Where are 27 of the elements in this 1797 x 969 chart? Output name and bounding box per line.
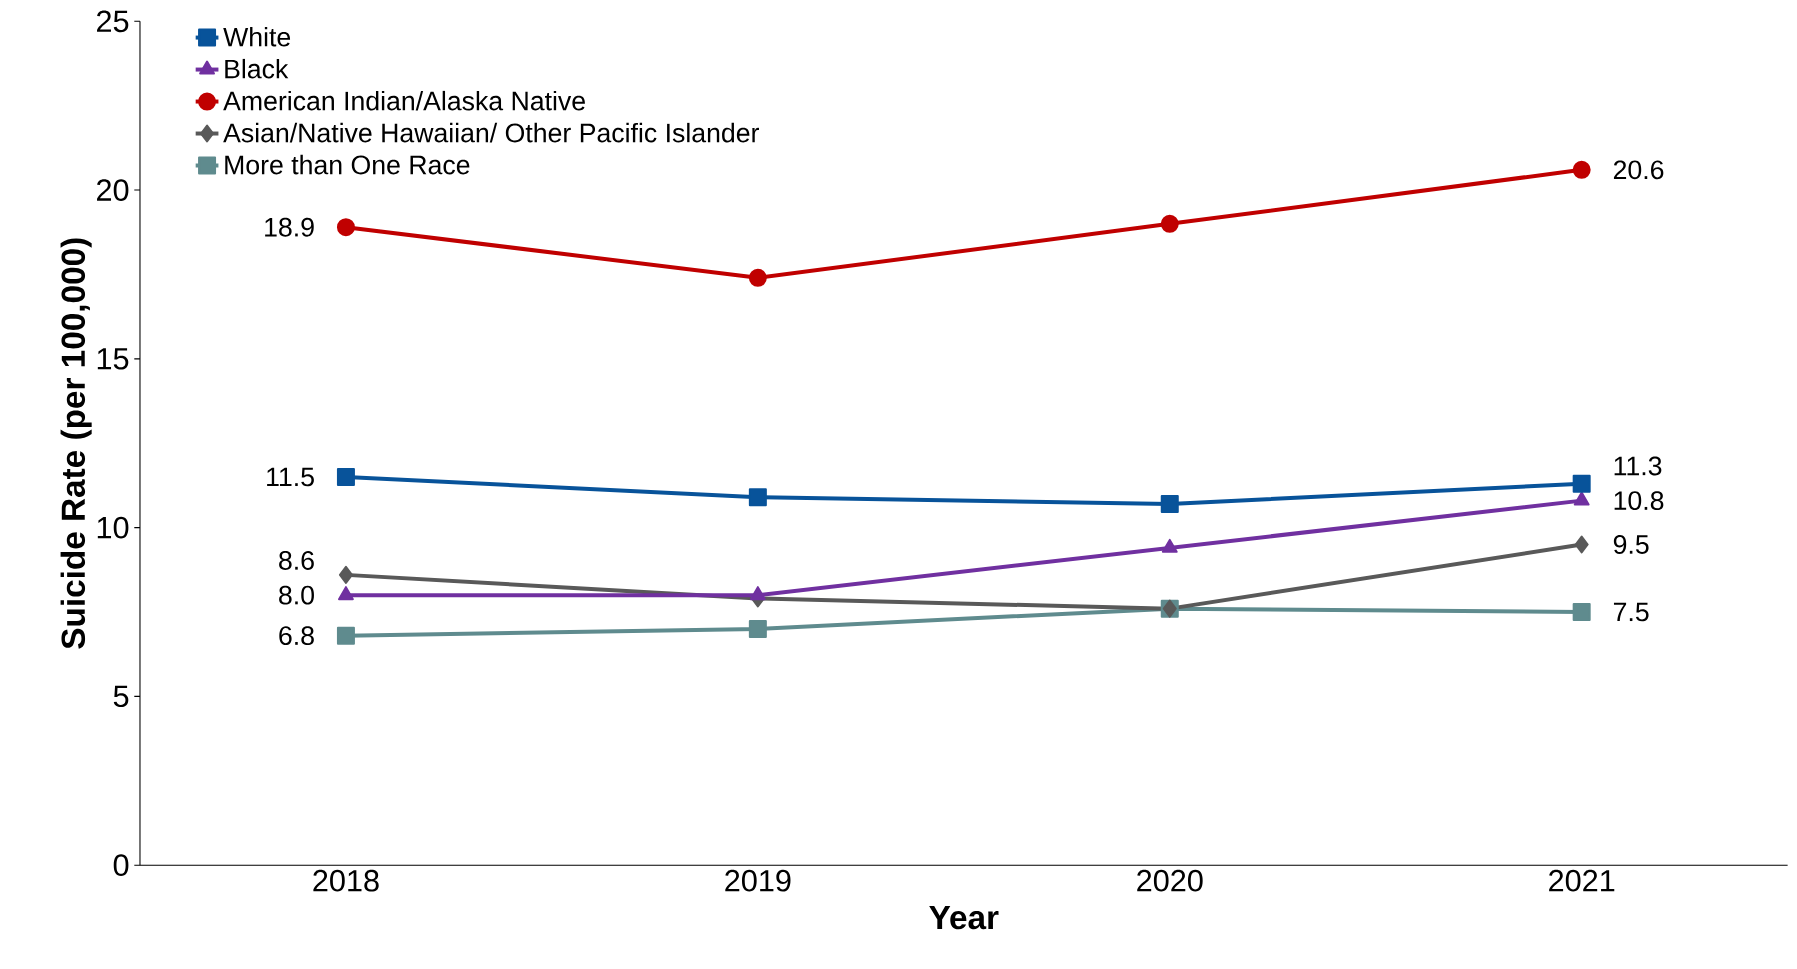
- data-label: 7.5: [1613, 602, 1649, 622]
- legend-label: Black: [225, 58, 289, 79]
- legend-label: Asian/Native Hawaiian/ Other Pacific Islander: [223, 122, 759, 143]
- y-tick-label: 0: [113, 854, 129, 876]
- y-tick-label: 20: [97, 179, 129, 201]
- x-tick-label: 2020: [1137, 869, 1203, 892]
- x-tick-label: 2019: [725, 869, 791, 892]
- y-tick-label: 15: [97, 348, 129, 370]
- x-axis-title: Year: [929, 906, 999, 930]
- legend-label: White: [223, 26, 291, 47]
- data-label: 10.8: [1614, 491, 1664, 510]
- data-label: 20.6: [1613, 160, 1664, 180]
- legend-label: More than One Race: [225, 154, 470, 175]
- x-tick-label: 2018: [313, 869, 379, 892]
- data-label: 9.5: [1613, 535, 1649, 554]
- data-label: 6.8: [279, 626, 314, 645]
- y-tick-label: 10: [97, 516, 129, 539]
- data-label: 11.3: [1614, 456, 1662, 476]
- y-tick-label: 5: [113, 685, 129, 708]
- data-label: 11.5: [267, 467, 314, 487]
- data-label: 8.6: [279, 550, 314, 570]
- y-axis-title: Suicide Rate (per 100,000): [60, 238, 92, 649]
- data-label: 8.0: [279, 585, 314, 605]
- y-tick-label: 25: [97, 10, 129, 33]
- data-label: 18.9: [265, 217, 314, 237]
- legend-label: American Indian/Alaska Native: [223, 90, 585, 111]
- x-tick-label: 2021: [1549, 869, 1615, 892]
